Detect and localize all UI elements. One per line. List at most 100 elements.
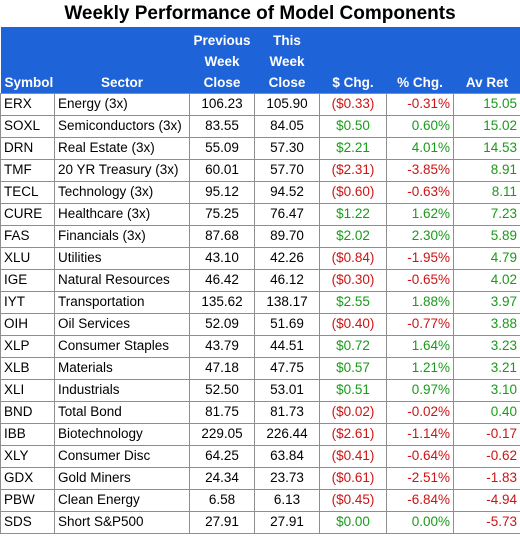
cell-previous-close: 46.42 <box>189 268 255 292</box>
cell-symbol: XLB <box>0 356 55 380</box>
cell-sector: Total Bond <box>54 400 190 424</box>
cell-symbol: XLI <box>0 378 55 402</box>
cell-previous-close: 55.09 <box>189 136 255 160</box>
cell-percent-change: 0.00% <box>386 510 454 534</box>
cell-this-close: 57.70 <box>254 158 320 182</box>
cell-sector: Technology (3x) <box>54 180 190 204</box>
cell-this-close: 53.01 <box>254 378 320 402</box>
cell-dollar-change: ($2.31) <box>319 158 387 182</box>
table-row: GDX Gold Miners 24.34 23.73 ($0.61) -2.51% -1.… <box>0 466 520 490</box>
cell-this-close: 47.75 <box>254 356 320 380</box>
cell-previous-close: 81.75 <box>189 400 255 424</box>
cell-this-close: 89.70 <box>254 224 320 248</box>
cell-symbol: ERX <box>0 92 55 116</box>
cell-sector: Short S&P500 <box>54 510 190 534</box>
header-this-line2: Week <box>269 53 305 69</box>
table-row: XLY Consumer Disc 64.25 63.84 ($0.41) -0.64% -… <box>0 444 520 468</box>
cell-sector: Clean Energy <box>54 488 190 512</box>
cell-dollar-change: $0.57 <box>319 356 387 380</box>
cell-dollar-change: ($0.33) <box>319 92 387 116</box>
cell-symbol: GDX <box>0 466 55 490</box>
header-symbol: Symbol <box>0 27 55 93</box>
cell-sector: Semiconductors (3x) <box>54 114 190 138</box>
cell-percent-change: -2.51% <box>386 466 454 490</box>
cell-percent-change: -3.85% <box>386 158 454 182</box>
cell-percent-change: -0.64% <box>386 444 454 468</box>
cell-average-return: -5.73 <box>453 510 520 534</box>
cell-average-return: 3.21 <box>453 356 520 380</box>
cell-previous-close: 24.34 <box>189 466 255 490</box>
cell-sector: Gold Miners <box>54 466 190 490</box>
cell-this-close: 76.47 <box>254 202 320 226</box>
cell-symbol: CURE <box>0 202 55 226</box>
table-row: PBW Clean Energy 6.58 6.13 ($0.45) -6.84% -4.9… <box>0 488 520 512</box>
cell-dollar-change: $0.00 <box>319 510 387 534</box>
cell-average-return: 15.02 <box>453 114 520 138</box>
cell-symbol: XLU <box>0 246 55 270</box>
cell-this-close: 94.52 <box>254 180 320 204</box>
cell-average-return: 3.23 <box>453 334 520 358</box>
table-row: DRN Real Estate (3x) 55.09 57.30 $2.21 4.01% 1… <box>0 136 520 160</box>
cell-percent-change: -0.31% <box>386 92 454 116</box>
cell-previous-close: 27.91 <box>189 510 255 534</box>
cell-this-close: 6.13 <box>254 488 320 512</box>
cell-dollar-change: ($0.30) <box>319 268 387 292</box>
cell-previous-close: 135.62 <box>189 290 255 314</box>
cell-sector: Real Estate (3x) <box>54 136 190 160</box>
cell-percent-change: 1.62% <box>386 202 454 226</box>
cell-dollar-change: ($0.61) <box>319 466 387 490</box>
header-prev-line3: Close <box>203 74 241 90</box>
cell-this-close: 57.30 <box>254 136 320 160</box>
table-row: ERX Energy (3x) 106.23 105.90 ($0.33) -0.31% 1… <box>0 92 520 116</box>
header-sector: Sector <box>54 27 190 93</box>
cell-sector: Natural Resources <box>54 268 190 292</box>
cell-average-return: 7.23 <box>453 202 520 226</box>
cell-previous-close: 83.55 <box>189 114 255 138</box>
header-prev-line2: Week <box>204 53 240 69</box>
header-average-return: Av Ret <box>453 27 520 93</box>
cell-this-close: 23.73 <box>254 466 320 490</box>
cell-percent-change: 4.01% <box>386 136 454 160</box>
cell-symbol: TECL <box>0 180 55 204</box>
cell-sector: Oil Services <box>54 312 190 336</box>
cell-average-return: 0.40 <box>453 400 520 424</box>
table-row: BND Total Bond 81.75 81.73 ($0.02) -0.02% 0.40 <box>0 400 520 424</box>
cell-sector: Energy (3x) <box>54 92 190 116</box>
cell-percent-change: 1.88% <box>386 290 454 314</box>
cell-average-return: 8.91 <box>453 158 520 182</box>
cell-this-close: 84.05 <box>254 114 320 138</box>
cell-this-close: 63.84 <box>254 444 320 468</box>
cell-sector: Industrials <box>54 378 190 402</box>
cell-previous-close: 95.12 <box>189 180 255 204</box>
cell-previous-close: 87.68 <box>189 224 255 248</box>
cell-dollar-change: ($0.41) <box>319 444 387 468</box>
cell-sector: Transportation <box>54 290 190 314</box>
cell-average-return: 3.97 <box>453 290 520 314</box>
cell-percent-change: 1.21% <box>386 356 454 380</box>
cell-percent-change: -0.77% <box>386 312 454 336</box>
cell-previous-close: 106.23 <box>189 92 255 116</box>
cell-percent-change: -6.84% <box>386 488 454 512</box>
cell-dollar-change: $2.02 <box>319 224 387 248</box>
cell-sector: Financials (3x) <box>54 224 190 248</box>
cell-previous-close: 60.01 <box>189 158 255 182</box>
table-row: TMF 20 YR Treasury (3x) 60.01 57.70 ($2.31) -… <box>0 158 520 182</box>
cell-dollar-change: $0.50 <box>319 114 387 138</box>
cell-average-return: -0.17 <box>453 422 520 446</box>
cell-dollar-change: ($0.45) <box>319 488 387 512</box>
cell-symbol: DRN <box>0 136 55 160</box>
cell-dollar-change: $1.22 <box>319 202 387 226</box>
table-row: XLP Consumer Staples 43.79 44.51 $0.72 1.64% 3… <box>0 334 520 358</box>
cell-this-close: 138.17 <box>254 290 320 314</box>
cell-dollar-change: $0.72 <box>319 334 387 358</box>
header-this-line3: Close <box>268 74 306 90</box>
cell-symbol: BND <box>0 400 55 424</box>
cell-previous-close: 43.10 <box>189 246 255 270</box>
table-row: CURE Healthcare (3x) 75.25 76.47 $1.22 1.62% 7… <box>0 202 520 226</box>
cell-symbol: XLY <box>0 444 55 468</box>
cell-previous-close: 229.05 <box>189 422 255 446</box>
cell-previous-close: 64.25 <box>189 444 255 468</box>
cell-sector: Consumer Staples <box>54 334 190 358</box>
header-dollar-change: $ Chg. <box>319 27 387 93</box>
cell-symbol: IGE <box>0 268 55 292</box>
